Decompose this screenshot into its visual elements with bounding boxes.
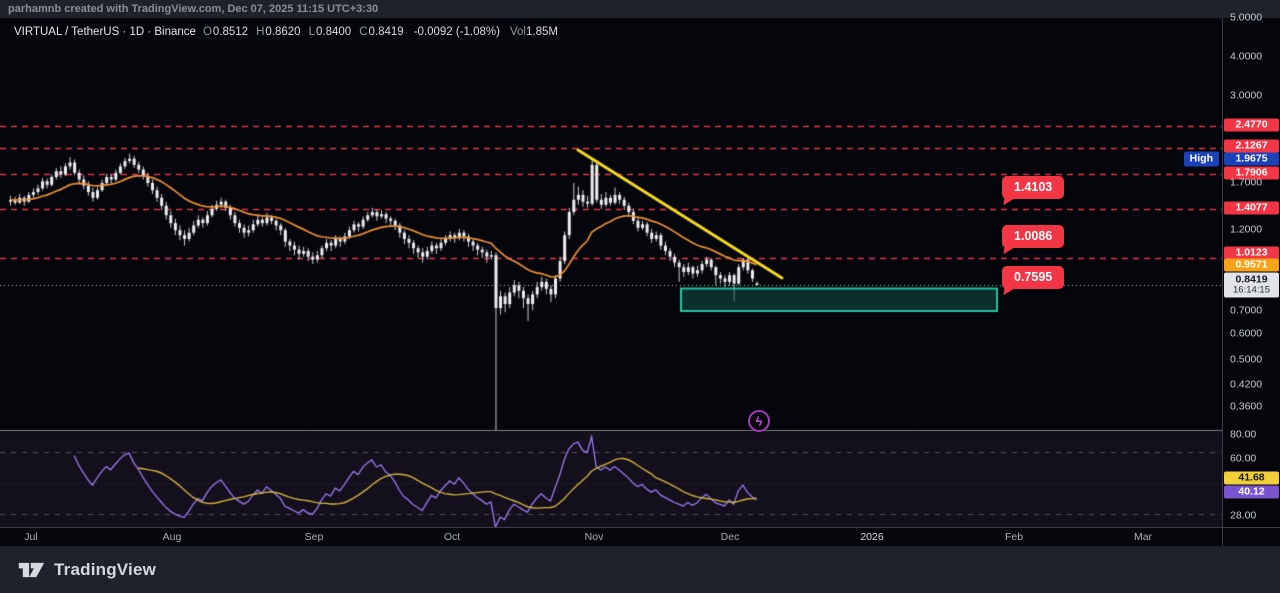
- price-axis-label: 3.0000: [1230, 89, 1263, 102]
- symbol-legend: VIRTUAL / TetherUS · 1D · Binance O0.851…: [14, 25, 558, 39]
- time-axis[interactable]: Jul Aug Sep Oct Nov Dec 2026 Feb Mar: [0, 527, 1280, 546]
- time-axis-label: Jul: [24, 531, 38, 543]
- legend-values: O0.8512 H0.8620 L0.8400 C0.8419 -0.0092 (-1.…: [203, 26, 558, 38]
- chart-area[interactable]: VIRTUAL / TetherUS · 1D · Binance O0.851…: [0, 12, 1280, 546]
- callout-tail: [1003, 196, 1016, 207]
- legend-ohlc-value: L0.8400: [308, 26, 352, 38]
- legend-ohlc-value: H0.8620: [256, 26, 301, 38]
- watermark-bar: parhamnb created with TradingView.com, D…: [0, 0, 1280, 18]
- legend-ohlc-value: C0.8419: [359, 26, 404, 38]
- time-axis-label: 2026: [860, 531, 884, 543]
- legend-ohlc-value: O0.8512: [202, 26, 249, 38]
- price-level-badge: 0.9571: [1224, 258, 1279, 272]
- price-level-badge: 2.1267: [1224, 139, 1279, 153]
- rsi-axis-label: 28.00: [1230, 509, 1257, 522]
- watermark-text: parhamnb created with TradingView.com, D…: [8, 3, 379, 15]
- price-axis[interactable]: 5.0000 4.0000 3.0000 2.4770 2.1267 1.9675 1.79…: [1222, 12, 1280, 527]
- legend-volume: Vol1.85M: [509, 26, 558, 38]
- price-axis-label: 1.2000: [1230, 223, 1263, 236]
- current-price-badge: 0.8419 16:14:15: [1224, 272, 1279, 298]
- event-marker-icon[interactable]: ϟ: [748, 410, 770, 432]
- time-axis-label: Oct: [443, 531, 461, 543]
- legend-change: -0.0092 (-1.08%): [413, 26, 500, 38]
- tradingview-brand[interactable]: TradingView: [54, 559, 157, 579]
- price-axis-label: 0.5000: [1230, 353, 1263, 366]
- axis-border-line: [1222, 18, 1223, 546]
- price-axis-label: 5.0000: [1230, 11, 1263, 24]
- price-callout[interactable]: 1.0086: [1002, 225, 1065, 256]
- rsi-axis-label: 80.00: [1230, 428, 1257, 441]
- time-axis-label: Aug: [162, 531, 182, 543]
- time-axis-label: Dec: [720, 531, 740, 543]
- callout-tail: [1003, 245, 1016, 256]
- price-axis-label: 4.0000: [1230, 50, 1263, 63]
- price-level-badge: 2.4770: [1224, 118, 1279, 132]
- tradingview-logo-icon[interactable]: [18, 558, 45, 582]
- time-axis-label: Sep: [304, 531, 324, 543]
- footer-bar: TradingView: [0, 546, 1280, 593]
- rsi-value-badge: 40.12: [1224, 485, 1279, 499]
- callout-tail: [1003, 286, 1016, 297]
- price-axis-label: 0.4200: [1230, 378, 1263, 391]
- rsi-value-badge: 41.68: [1224, 471, 1279, 485]
- price-axis-label: 0.6000: [1230, 327, 1263, 340]
- time-axis-label: Feb: [1004, 531, 1024, 543]
- price-level-badge: 1.0123: [1224, 246, 1279, 260]
- price-callout[interactable]: 0.7595: [1002, 266, 1065, 297]
- price-level-badge: 1.9675: [1224, 152, 1279, 166]
- price-axis-label: 1.7000: [1230, 176, 1263, 189]
- time-axis-label: Mar: [1133, 531, 1153, 543]
- price-axis-label: 0.3600: [1230, 400, 1263, 413]
- symbol-title[interactable]: VIRTUAL / TetherUS · 1D · Binance: [14, 26, 196, 38]
- price-level-badge: 1.7906: [1224, 166, 1279, 180]
- price-level-badge: 1.4077: [1224, 201, 1279, 215]
- high-label-badge: High: [1183, 151, 1219, 167]
- price-axis-label: 0.7000: [1230, 304, 1263, 317]
- rsi-axis-label: 60.00: [1230, 452, 1257, 465]
- time-axis-label: Nov: [584, 531, 604, 543]
- price-callout[interactable]: 1.4103: [1002, 176, 1065, 207]
